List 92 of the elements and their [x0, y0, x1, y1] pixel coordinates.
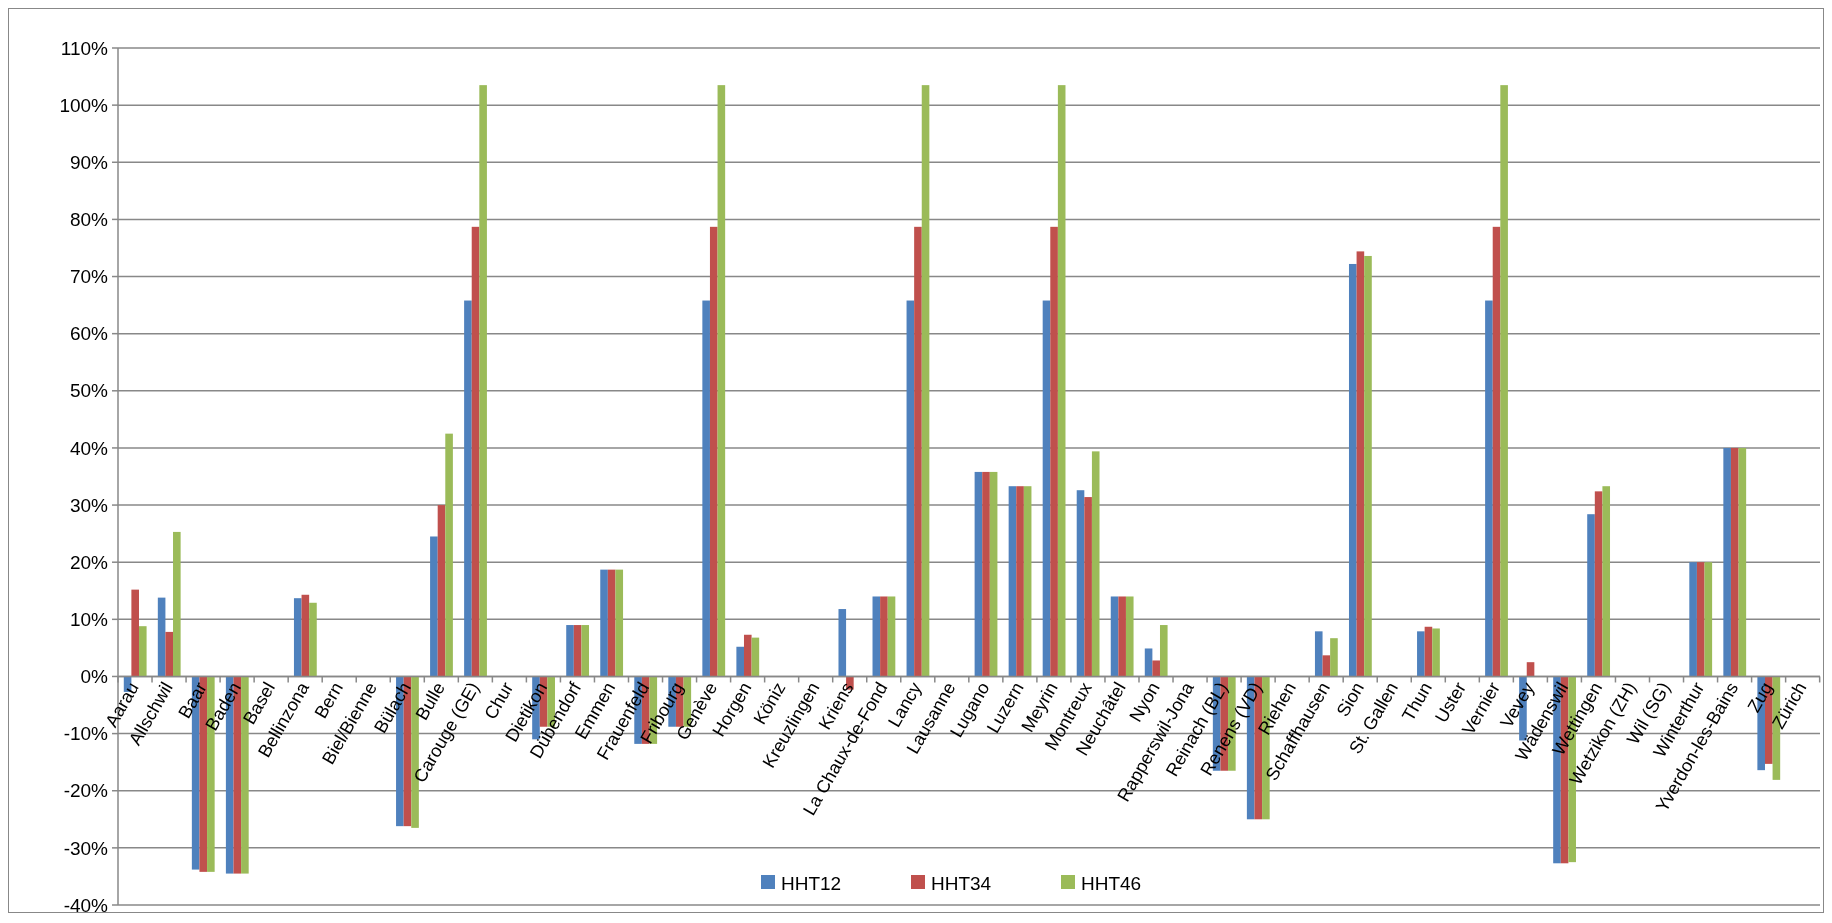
bar	[1738, 447, 1747, 677]
bar	[1689, 562, 1697, 677]
bar	[1704, 562, 1713, 677]
bar	[131, 589, 139, 677]
bar	[1125, 596, 1134, 677]
y-tick-label: 50%	[69, 380, 109, 402]
bar	[173, 531, 181, 677]
bar	[464, 300, 472, 677]
bar	[1594, 491, 1603, 677]
y-tick-label: 110%	[60, 37, 109, 59]
bar	[1723, 447, 1731, 677]
y-tick-label: 10%	[69, 608, 109, 630]
bar	[1057, 85, 1066, 677]
bar	[471, 226, 480, 677]
y-tick-label: 90%	[69, 151, 109, 173]
bar	[293, 598, 302, 677]
legend-label: HHT34	[931, 872, 992, 894]
bar	[717, 85, 726, 677]
bar	[1348, 263, 1357, 677]
bar	[1118, 596, 1126, 677]
y-tick-label: 100%	[59, 94, 109, 116]
y-tick-label: -20%	[63, 780, 109, 802]
y-tick-label: 40%	[69, 437, 109, 459]
bar	[138, 626, 147, 677]
bar	[1152, 660, 1160, 677]
bar	[921, 85, 930, 677]
bar	[1159, 625, 1168, 677]
bar	[743, 634, 752, 677]
bar	[479, 85, 487, 677]
bar	[880, 596, 888, 677]
bar	[430, 536, 438, 677]
bar	[989, 471, 998, 677]
bar	[1602, 486, 1611, 677]
bar	[709, 226, 718, 677]
bar	[1587, 514, 1595, 677]
bar	[607, 569, 616, 677]
bar	[1356, 251, 1365, 677]
legend-label: HHT12	[781, 872, 842, 894]
bar	[309, 602, 317, 677]
bar	[702, 300, 710, 677]
bar	[573, 625, 582, 677]
bar	[1314, 631, 1323, 677]
bar	[301, 594, 310, 677]
bar	[887, 596, 896, 677]
bar	[1500, 85, 1508, 677]
bar	[982, 471, 990, 677]
bar	[566, 625, 574, 677]
y-tick-label: 30%	[69, 494, 109, 516]
bar	[581, 625, 590, 677]
legend-label: HHT46	[1081, 872, 1142, 894]
bar	[1526, 662, 1535, 677]
bar	[1008, 486, 1017, 677]
y-tick-label: 20%	[69, 551, 109, 573]
bar	[1492, 226, 1501, 677]
bar	[1023, 486, 1032, 677]
bar	[1485, 300, 1493, 677]
bar	[914, 226, 922, 677]
bar	[157, 597, 166, 677]
bar	[1730, 447, 1739, 677]
bar	[974, 471, 983, 677]
bar	[838, 609, 847, 677]
bar	[1330, 638, 1338, 677]
y-tick-label: 70%	[69, 266, 109, 288]
bar	[437, 505, 446, 677]
bar	[751, 637, 760, 677]
y-tick-label: 80%	[69, 209, 109, 231]
bar	[1417, 631, 1425, 677]
bar	[165, 631, 174, 677]
bar	[736, 646, 744, 677]
bar	[1110, 596, 1119, 677]
bar	[906, 300, 915, 677]
bar	[1696, 562, 1705, 677]
bar	[615, 569, 624, 677]
bar	[1144, 648, 1153, 677]
bar	[1050, 226, 1058, 677]
bar	[1076, 490, 1085, 677]
bar	[1322, 655, 1331, 677]
y-tick-label: 0%	[80, 666, 109, 688]
y-tick-label: -10%	[63, 723, 109, 745]
bar	[1424, 626, 1433, 677]
bar	[600, 569, 608, 677]
bar	[1432, 628, 1440, 677]
bar	[1091, 451, 1100, 677]
bar	[1364, 255, 1372, 677]
y-tick-label: -40%	[63, 894, 109, 916]
bar	[445, 433, 453, 677]
bar	[872, 596, 881, 677]
bar	[1084, 497, 1092, 677]
y-tick-label: 60%	[69, 323, 109, 345]
bar	[1042, 300, 1051, 677]
y-tick-label: -30%	[63, 837, 109, 859]
bar	[1016, 486, 1024, 677]
